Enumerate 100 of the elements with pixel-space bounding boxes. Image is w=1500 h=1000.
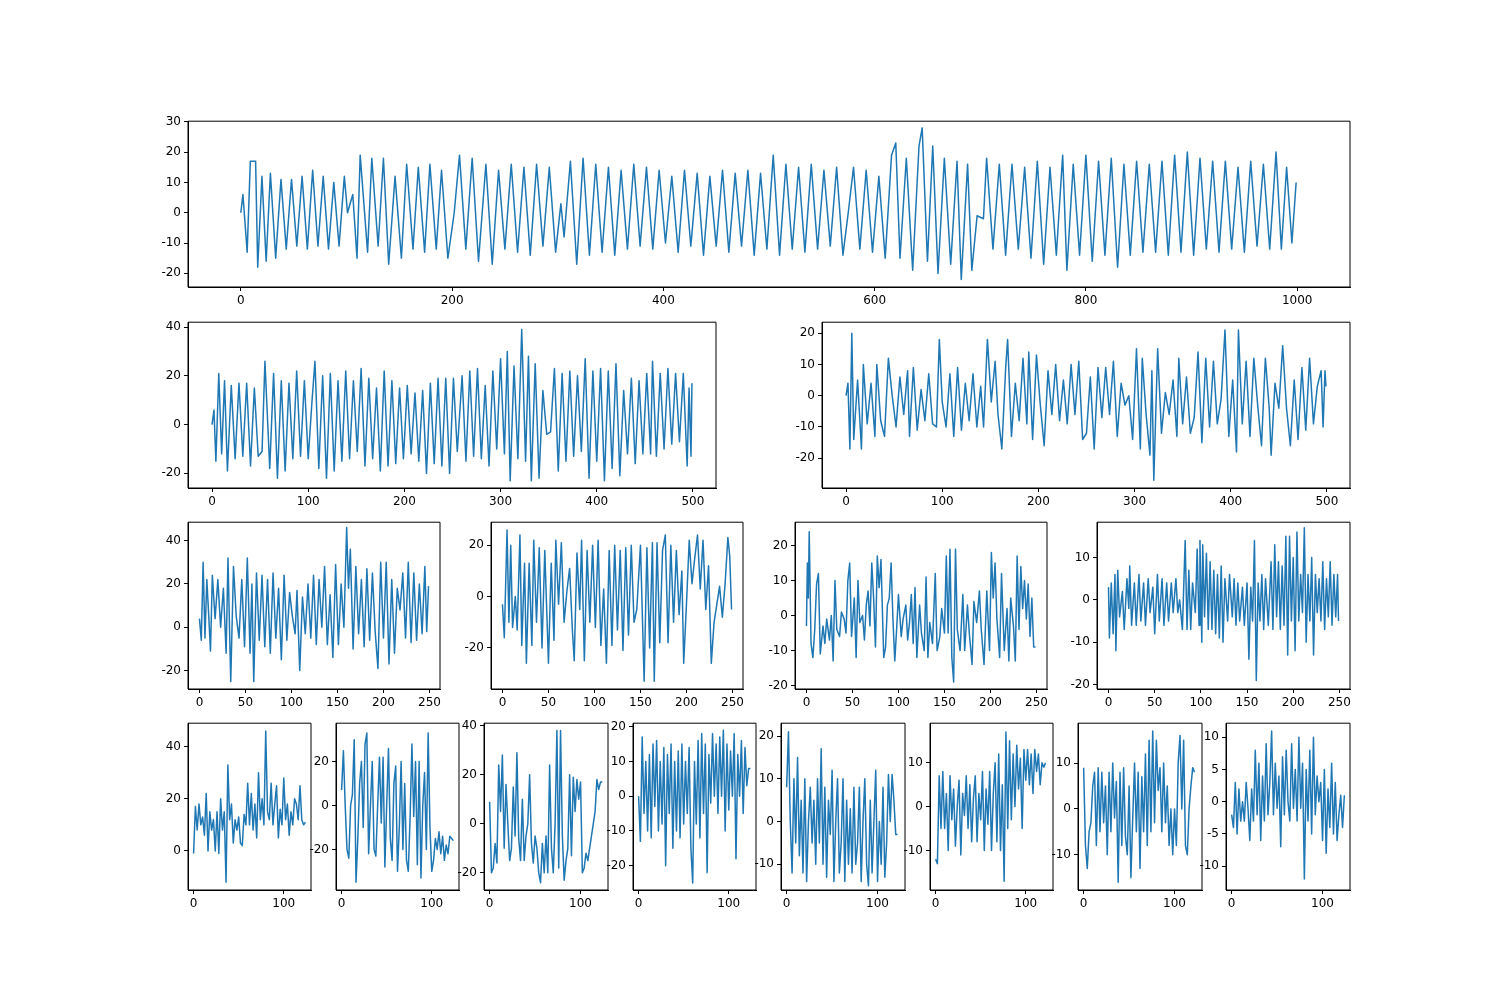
y-tick-label: 10: [610, 753, 626, 768]
y-tick-label: 0: [618, 788, 626, 803]
y-tick-label: 20: [165, 144, 181, 159]
y-tick-label: 0: [173, 416, 181, 431]
y-tick-label: 0: [807, 387, 815, 402]
y-tick-label: 0: [1082, 592, 1090, 606]
x-tick-label: 400: [1219, 494, 1243, 509]
x-tick-label: 800: [1074, 293, 1098, 308]
x-tick-label: 0: [195, 695, 204, 710]
x-tick-label: 50: [844, 695, 861, 710]
y-tick-label: 40: [165, 319, 181, 334]
y-tick-label: 0: [173, 843, 181, 858]
y-tick-label: 10: [165, 174, 181, 189]
y-tick-label: 40: [165, 738, 181, 753]
x-tick-label: 100: [569, 896, 592, 911]
x-tick-label: 250: [721, 695, 744, 710]
y-tick-label: -20: [768, 677, 788, 692]
y-tick-label: -10: [768, 642, 788, 657]
y-tick-label: 5: [1211, 761, 1219, 776]
y-tick-label: -20: [161, 465, 181, 480]
x-tick-label: 100: [1311, 896, 1334, 911]
x-tick-label: 50: [1147, 695, 1163, 710]
y-tick-label: -10: [606, 823, 626, 838]
x-tick-label: 200: [979, 695, 1002, 710]
x-tick-label: 100: [930, 494, 954, 509]
y-tick-label: 0: [469, 815, 477, 830]
y-tick-label: 0: [173, 619, 181, 634]
x-tick-label: 100: [887, 695, 910, 710]
x-tick-label: 150: [1235, 695, 1259, 710]
x-tick-label: 0: [337, 896, 346, 911]
y-tick-label: 20: [468, 537, 484, 552]
x-tick-label: 150: [326, 695, 349, 710]
x-tick-label: 250: [1327, 695, 1351, 710]
y-tick-label: -10: [903, 842, 923, 857]
x-tick-label: 500: [1315, 494, 1339, 509]
y-tick-label: -20: [795, 450, 815, 465]
y-tick-label: 20: [165, 790, 181, 805]
y-tick-label: -10: [1051, 846, 1071, 861]
x-tick-label: 150: [933, 695, 956, 710]
y-tick-label: -10: [754, 856, 774, 871]
y-tick-label: 20: [799, 325, 815, 340]
y-tick-label: 0: [321, 797, 329, 812]
y-tick-label: -20: [457, 864, 477, 879]
y-tick-label: 20: [165, 576, 181, 591]
y-tick-label: 10: [1055, 755, 1071, 770]
x-tick-label: 250: [418, 695, 441, 710]
x-tick-label: 200: [372, 695, 395, 710]
x-tick-label: 100: [1189, 695, 1213, 710]
x-tick-label: 200: [1026, 494, 1050, 509]
y-tick-label: 10: [758, 770, 774, 785]
y-tick-label: 10: [1203, 729, 1219, 744]
x-tick-label: 100: [296, 494, 320, 509]
y-tick-label: 0: [1211, 793, 1219, 808]
y-tick-label: 10: [1074, 549, 1090, 564]
y-tick-label: 20: [610, 718, 626, 733]
x-tick-label: 400: [651, 293, 675, 308]
y-tick-label: -20: [309, 841, 329, 856]
x-tick-label: 200: [675, 695, 698, 710]
x-tick-label: 250: [1025, 695, 1048, 710]
y-tick-label: 40: [165, 532, 181, 547]
x-tick-label: 100: [583, 695, 606, 710]
y-tick-label: -20: [464, 640, 484, 655]
x-tick-label: 100: [420, 896, 444, 911]
x-tick-label: 0: [208, 494, 216, 509]
y-tick-label: 10: [907, 754, 923, 769]
y-tick-label: 0: [1063, 801, 1071, 816]
x-tick-label: 100: [1163, 896, 1186, 911]
x-tick-label: 400: [585, 494, 609, 509]
y-tick-label: -10: [161, 235, 181, 250]
y-tick-label: -20: [1070, 676, 1090, 691]
x-tick-label: 300: [1123, 494, 1147, 509]
x-tick-label: 100: [280, 695, 303, 710]
x-tick-label: 150: [629, 695, 652, 710]
x-tick-label: 0: [237, 293, 245, 308]
y-tick-label: -5: [1207, 826, 1219, 841]
x-tick-label: 200: [440, 293, 464, 308]
x-tick-label: 1000: [1281, 293, 1313, 308]
y-tick-label: 20: [772, 537, 788, 552]
x-tick-label: 100: [717, 896, 741, 911]
x-tick-label: 0: [634, 896, 643, 911]
y-tick-label: 10: [799, 356, 815, 371]
y-tick-label: 20: [758, 728, 774, 743]
y-tick-label: 10: [772, 572, 788, 587]
x-tick-label: 50: [237, 695, 254, 710]
y-tick-label: -20: [161, 265, 181, 280]
x-tick-label: 0: [1227, 896, 1236, 911]
y-tick-label: 20: [461, 766, 477, 781]
x-tick-label: 0: [931, 896, 940, 911]
y-tick-label: -10: [1070, 634, 1090, 649]
x-tick-label: 0: [842, 494, 850, 509]
y-tick-label: -10: [1199, 858, 1219, 873]
y-tick-label: 0: [780, 607, 788, 622]
y-tick-label: -20: [161, 662, 181, 677]
y-tick-label: -20: [606, 857, 626, 872]
x-tick-label: 600: [863, 293, 887, 308]
x-tick-label: 100: [866, 896, 889, 911]
y-tick-label: 20: [165, 367, 181, 382]
x-tick-label: 300: [489, 494, 513, 509]
y-tick-label: 30: [165, 113, 181, 128]
x-tick-label: 0: [498, 695, 507, 710]
